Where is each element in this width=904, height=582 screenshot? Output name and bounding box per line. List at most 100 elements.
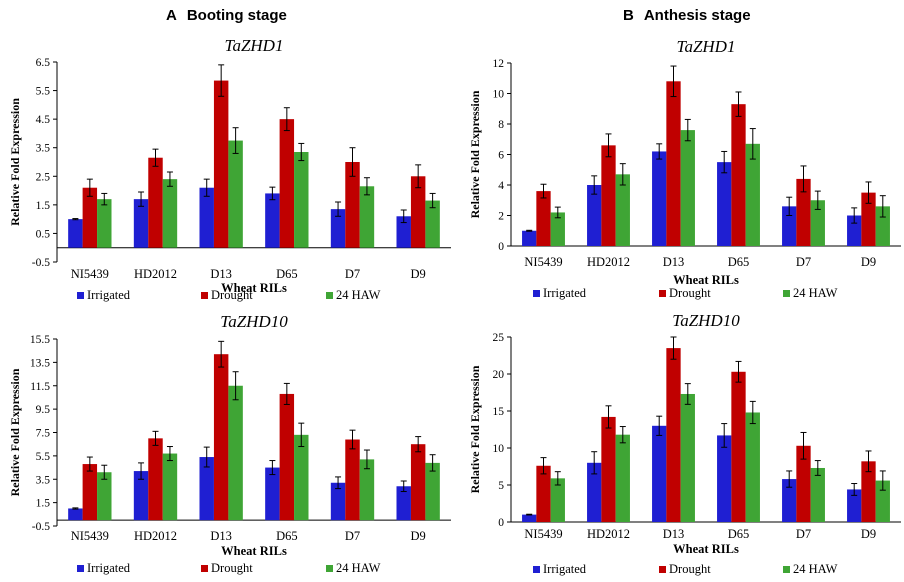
chart2-legend-swatch-24-haw	[783, 290, 790, 297]
chart1-ytick-label: 1.5	[36, 200, 51, 212]
chart2-bar-irrigated	[717, 162, 732, 246]
chart2-bar-24-haw	[745, 143, 760, 246]
chart4-bar-drought	[796, 445, 811, 522]
chart4-bar-drought	[601, 416, 616, 522]
chart2-ytick-label: 8	[498, 119, 504, 131]
chart2-bar-irrigated	[587, 185, 602, 246]
panel-title-a: A Booting stage	[166, 7, 287, 24]
chart1-category-label: D65	[276, 267, 298, 281]
chart2-bar-irrigated	[652, 151, 667, 246]
chart1-ytick-label: 0.5	[36, 228, 51, 240]
chart1-bar-irrigated	[133, 199, 149, 248]
chart1-bar-drought	[213, 80, 229, 248]
chart2-title: TaZHD1	[677, 37, 736, 56]
chart1-category-label: NI5439	[71, 267, 109, 281]
chart1-legend-label: Irrigated	[87, 288, 131, 302]
chart3-bar-irrigated	[330, 482, 346, 521]
chart3-bar-drought	[148, 438, 163, 521]
chart1-ytick-label: 2.5	[36, 171, 51, 183]
chart4-bar-drought	[861, 461, 876, 522]
chart1-title: TaZHD1	[225, 36, 284, 55]
chart4-ytick-label: 25	[493, 332, 505, 344]
chart1-category-label: D9	[411, 267, 426, 281]
chart3-bar-24-haw	[162, 453, 178, 521]
chart1-bar-24-haw	[359, 186, 375, 248]
chart1-legend-swatch-irrigated	[77, 292, 84, 299]
chart4-ytick-label: 20	[493, 369, 505, 381]
chart4-legend-swatch-drought	[659, 566, 666, 573]
chart1-bar-irrigated	[199, 187, 214, 248]
chart4-bar-irrigated	[782, 479, 797, 522]
chart4-bar-24-haw	[680, 393, 695, 522]
chart1-bar-drought	[410, 176, 426, 248]
chart1-bar-drought	[82, 187, 98, 248]
chart1-legend-label: 24 HAW	[336, 288, 381, 302]
chart1-bar-24-haw	[228, 140, 243, 248]
chart4-ytick-label: 0	[498, 517, 504, 529]
chart3-ytick-label: 15.5	[30, 334, 50, 346]
chart2-category-label: HD2012	[587, 255, 630, 269]
chart4-legend-label: 24 HAW	[793, 562, 838, 576]
chart3-bar-drought	[345, 439, 360, 521]
chart3-legend-label: Drought	[211, 561, 253, 575]
chart4-category-label: NI5439	[524, 527, 562, 541]
chart3-category-label: NI5439	[71, 529, 109, 543]
panel-name-a: Booting stage	[186, 7, 287, 24]
chart4-legend-label: Drought	[669, 562, 711, 576]
chart1-bar-irrigated	[265, 193, 280, 248]
chart3-title: TaZHD10	[220, 312, 288, 331]
chart3-bar-drought	[82, 464, 98, 521]
chart1-ytick-label: 3.5	[36, 143, 51, 155]
chart1-bar-irrigated	[396, 216, 411, 248]
chart1-bar-24-haw	[425, 200, 440, 248]
chart3-bar-24-haw	[294, 434, 309, 521]
chart2-y-label: Relative Fold Expression	[468, 90, 482, 218]
panel-name-b: Anthesis stage	[643, 7, 751, 24]
chart2-legend-label: 24 HAW	[793, 286, 838, 300]
chart2-ytick-label: 6	[498, 150, 504, 162]
chart2-category-label: D13	[663, 255, 685, 269]
chart4-y-label: Relative Fold Expression	[468, 365, 482, 493]
chart1-category-label: D7	[345, 267, 360, 281]
chart1-bar-irrigated	[68, 219, 83, 248]
chart1-ytick-label: 6.5	[36, 57, 51, 69]
chart1-bar-24-haw	[162, 179, 178, 248]
chart2-ytick-label: 4	[498, 180, 504, 192]
chart2-ytick-label: 12	[493, 58, 505, 70]
chart4-bar-irrigated	[522, 514, 537, 522]
chart3-category-label: HD2012	[134, 529, 177, 543]
chart1-bar-drought	[345, 162, 360, 248]
chart3-bar-irrigated	[396, 486, 411, 521]
chart3-category-label: D65	[276, 529, 298, 543]
chart3-x-label: Wheat RILs	[221, 544, 287, 558]
chart3-bar-drought	[410, 444, 426, 521]
chart3-bar-irrigated	[68, 508, 83, 521]
panel-letter-b: B	[623, 7, 634, 24]
chart3-ytick-label: 1.5	[36, 498, 51, 510]
chart2-ytick-label: 10	[493, 89, 505, 101]
chart4-bar-irrigated	[717, 435, 732, 522]
chart2-bar-drought	[861, 192, 876, 246]
chart3-bar-drought	[213, 354, 229, 521]
chart2-bar-24-haw	[550, 212, 565, 246]
chart4-ytick-label: 5	[498, 480, 504, 492]
chart4-bar-drought	[536, 465, 551, 522]
chart3-ytick-label: 13.5	[30, 357, 50, 369]
chart2-bar-drought	[731, 104, 746, 246]
chart1-legend-swatch-24-haw	[326, 292, 333, 299]
chart2-bar-irrigated	[522, 230, 537, 246]
chart4-category-label: HD2012	[587, 527, 630, 541]
chart3-bar-24-haw	[359, 459, 375, 521]
chart3-ytick-label: 3.5	[36, 474, 51, 486]
chart1-bar-drought	[148, 157, 163, 248]
chart4-ytick-label: 10	[493, 443, 505, 455]
chart1-legend-label: Drought	[211, 288, 253, 302]
chart4-title: TaZHD10	[672, 311, 740, 330]
chart3-ytick-label: 5.5	[36, 451, 51, 463]
chart2-x-label: Wheat RILs	[673, 273, 739, 287]
chart1-ytick-label: 4.5	[36, 114, 51, 126]
chart1-bar-drought	[279, 119, 295, 248]
chart2-legend-swatch-drought	[659, 290, 666, 297]
panel-title-b: B Anthesis stage	[623, 7, 751, 24]
